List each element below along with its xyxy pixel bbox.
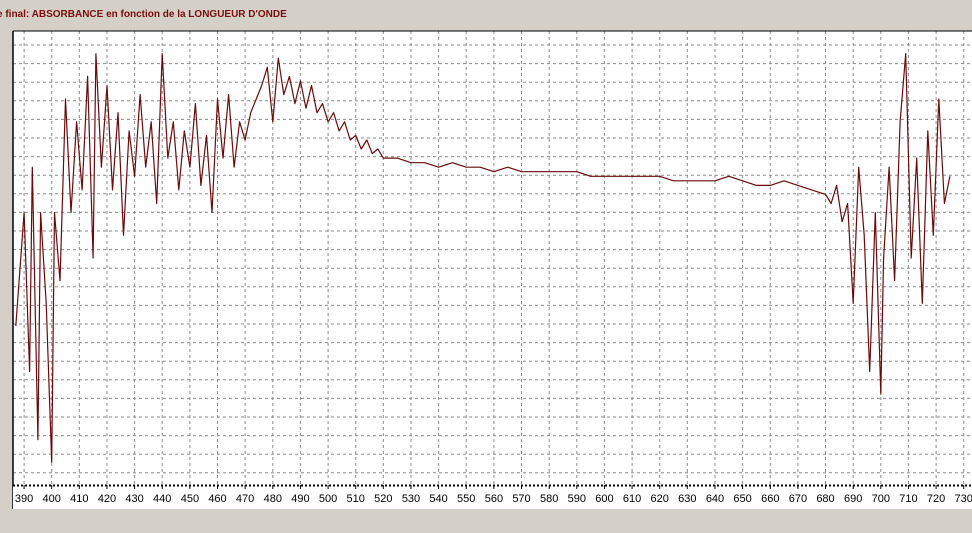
x-tick-label: 390	[15, 493, 33, 505]
x-tick-label: 580	[540, 493, 558, 505]
chart-title: e final: ABSORBANCE en fonction de la LO…	[0, 9, 287, 20]
x-tick-label: 730	[955, 493, 972, 505]
x-tick-label: 700	[872, 493, 890, 505]
x-tick-label: 440	[153, 493, 171, 505]
x-tick-label: 520	[374, 493, 392, 505]
x-tick-label: 430	[125, 493, 143, 505]
x-tick-label: 510	[347, 493, 365, 505]
x-tick-label: 640	[706, 493, 724, 505]
x-tick-label: 530	[402, 493, 420, 505]
x-tick-label: 710	[899, 493, 917, 505]
x-tick-label: 570	[512, 493, 530, 505]
x-tick-label: 620	[651, 493, 669, 505]
x-tick-label: 630	[678, 493, 696, 505]
x-tick-label: 590	[568, 493, 586, 505]
x-tick-label: 610	[623, 493, 641, 505]
x-tick-label: 460	[208, 493, 226, 505]
x-tick-label: 660	[761, 493, 779, 505]
x-tick-label: 500	[319, 493, 337, 505]
x-tick-label: 410	[70, 493, 88, 505]
x-tick-label: 650	[733, 493, 751, 505]
x-tick-label: 450	[181, 493, 199, 505]
x-tick-label: 550	[457, 493, 475, 505]
x-tick-label: 420	[98, 493, 116, 505]
x-tick-label: 670	[789, 493, 807, 505]
x-axis-band	[13, 485, 972, 509]
series-line	[15, 53, 951, 463]
plot-area	[13, 31, 972, 485]
x-tick-label: 690	[844, 493, 862, 505]
x-tick-label: 470	[236, 493, 254, 505]
x-tick-label: 400	[43, 493, 61, 505]
x-tick-label: 600	[595, 493, 613, 505]
x-tick-label: 490	[291, 493, 309, 505]
x-tick-label: 560	[485, 493, 503, 505]
x-tick-label: 480	[264, 493, 282, 505]
x-tick-label: 720	[927, 493, 945, 505]
x-tick-label: 540	[429, 493, 447, 505]
x-tick-label: 680	[816, 493, 834, 505]
title-bar: e final: ABSORBANCE en fonction de la LO…	[0, 0, 972, 31]
